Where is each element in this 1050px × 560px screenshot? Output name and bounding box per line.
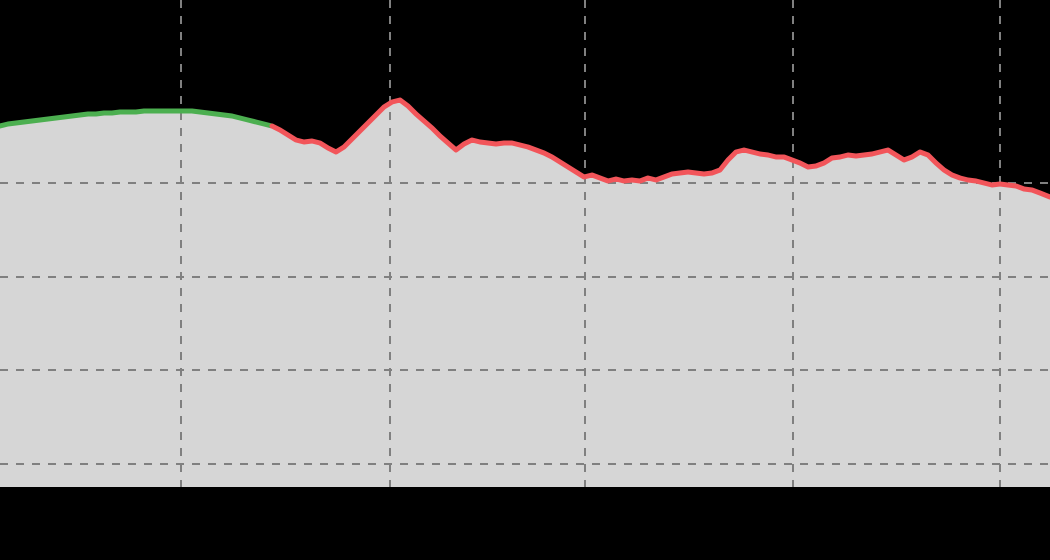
gridlines-group [0,0,1050,487]
area-fill-group [0,100,1050,487]
price-line-down-segment [269,97,1050,200]
price-line-group [0,97,1050,200]
price-line-up-segment [0,108,275,129]
price-area-fill [0,100,1050,487]
